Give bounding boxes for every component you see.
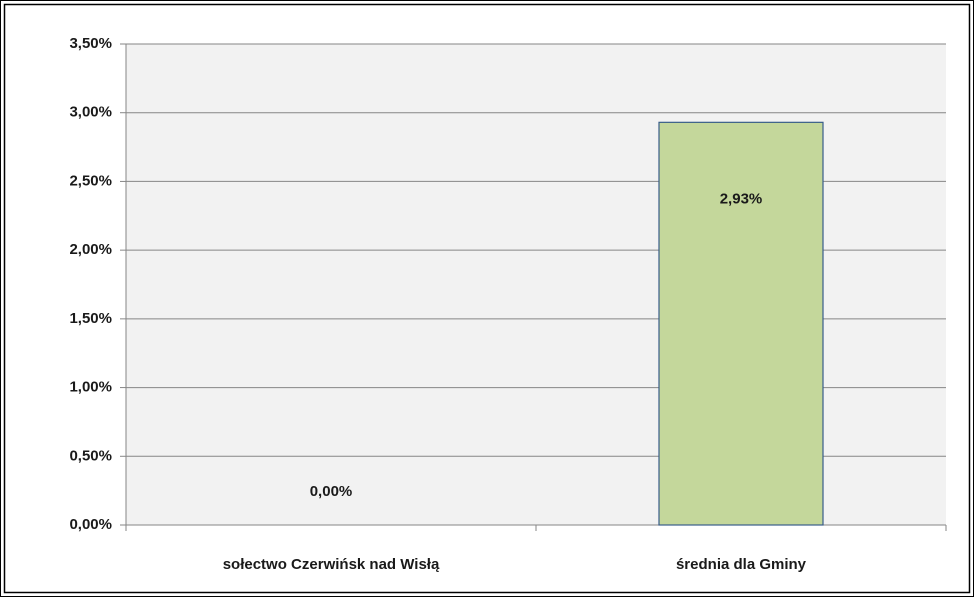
y-tick-label: 2,50% — [69, 172, 112, 189]
data-label: 0,00% — [310, 483, 353, 500]
y-tick-label: 2,00% — [69, 241, 112, 258]
data-label: 2,93% — [720, 190, 763, 207]
bar — [658, 121, 824, 526]
y-tick-label: 3,50% — [69, 35, 112, 52]
y-tick-label: 1,00% — [69, 379, 112, 396]
x-tick-label: średnia dla Gminy — [676, 556, 807, 573]
y-tick-label: 0,00% — [69, 516, 112, 533]
y-tick-label: 3,00% — [69, 104, 112, 121]
x-tick-label: sołectwo Czerwińsk nad Wisłą — [223, 556, 440, 573]
y-tick-label: 1,50% — [69, 310, 112, 327]
y-tick-label: 0,50% — [69, 447, 112, 464]
